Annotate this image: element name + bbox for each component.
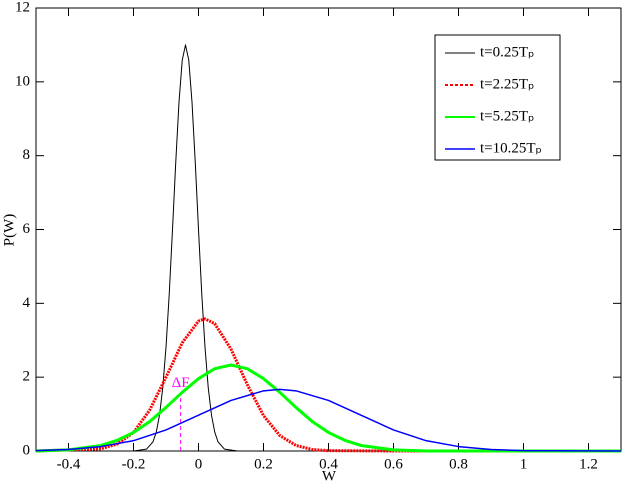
x-tick-label: -0.2 [122, 456, 146, 472]
series-line [35, 388, 622, 452]
y-tick-label: 2 [23, 369, 31, 385]
y-tick-label: 4 [23, 295, 31, 311]
legend-label: t=5.25Tₚ [480, 108, 534, 124]
x-tick-label: 1 [520, 456, 528, 472]
y-tick-label: 12 [15, 0, 30, 15]
x-tick-label: 0 [195, 456, 203, 472]
x-tick-label: 0.4 [319, 456, 338, 472]
y-tick-label: 0 [23, 442, 31, 458]
series-line [35, 317, 621, 453]
legend-label: t=10.25Tₚ [480, 140, 542, 156]
x-tick-label: -0.4 [57, 456, 81, 472]
series-line [36, 44, 621, 452]
y-axis-label: P(W) [1, 214, 17, 247]
y-tick-label: 8 [23, 147, 31, 163]
y-tick-label: 10 [15, 73, 30, 89]
y-tick-label: 6 [23, 221, 31, 237]
x-tick-label: 1.2 [579, 456, 598, 472]
x-axis-label: W [322, 468, 337, 484]
legend-label: t=0.25Tₚ [480, 44, 534, 60]
annotation-text: ΔF [172, 375, 190, 391]
x-tick-label: 0.2 [254, 456, 273, 472]
legend-box [434, 34, 561, 161]
legend-label: t=2.25Tₚ [480, 76, 534, 92]
x-tick-label: 0.8 [449, 456, 468, 472]
series-line [35, 363, 621, 453]
x-tick-label: 0.6 [384, 456, 403, 472]
